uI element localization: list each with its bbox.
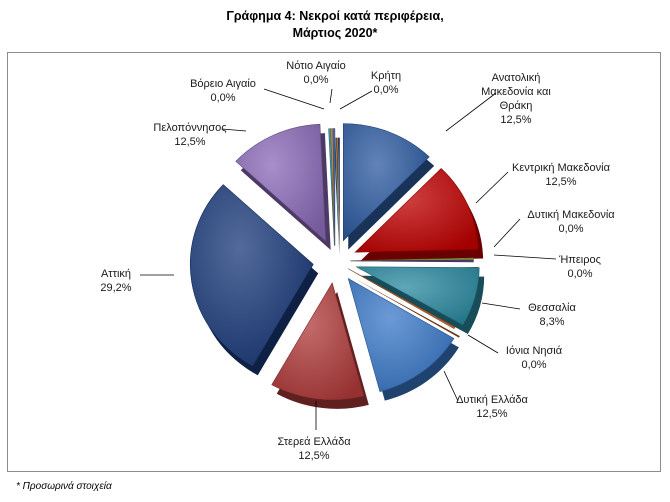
data-label-name: Αττική <box>101 268 131 280</box>
pie-slice-top-10 <box>235 123 327 242</box>
data-label-name: Βόρειο Αιγαίο <box>190 78 256 90</box>
data-label-value: 12,5% <box>476 408 507 420</box>
data-label-name: Θεσσαλία <box>528 302 576 314</box>
pie-slice-9 <box>190 184 319 376</box>
pie-slice-side-12 <box>335 137 340 255</box>
data-label-name: Ήπειρος <box>558 254 601 266</box>
leader-line-6 <box>467 334 499 354</box>
pie-slice-side-13 <box>337 137 340 255</box>
data-label-2: Κεντρική Μακεδονία 12,5% <box>512 162 611 188</box>
pie-slice-2 <box>354 168 484 262</box>
pie-slice-7 <box>347 277 459 401</box>
leader-line-5 <box>481 302 521 310</box>
pie-slice-5 <box>356 266 485 335</box>
data-label-11: Βόρειο Αιγαίο 0,0% <box>190 78 256 104</box>
pie-slice-top-13 <box>332 128 336 246</box>
data-label-1: Ανατολική Μακεδονία και Θράκη 12,5% <box>481 72 551 126</box>
data-label-value: 0,0% <box>567 268 592 280</box>
data-label-name: Νότιο Αιγαίο <box>286 60 345 72</box>
data-label-4: Ήπειρος 0,0% <box>558 254 601 280</box>
data-label-name: Στερεά Ελλάδα <box>277 436 351 448</box>
leader-line-4 <box>493 254 557 260</box>
data-label-9: Αττική 29,2% <box>100 268 131 294</box>
data-label-value: 12,5% <box>500 114 531 126</box>
data-label-value: 0,0% <box>210 92 235 104</box>
leader-line-3 <box>493 218 521 248</box>
data-label-value: 0,0% <box>521 359 546 371</box>
data-label-6: Ιόνια Νησιά 0,0% <box>506 345 563 371</box>
data-label-3: Δυτική Μακεδονία 0,0% <box>527 209 615 235</box>
pie-slice-top-7 <box>347 277 455 392</box>
data-label-name: Θράκη <box>500 100 533 112</box>
pie-slice-top-1 <box>342 123 430 242</box>
data-label-name: Κεντρική Μακεδονία <box>512 162 611 174</box>
pie-slice-10 <box>235 123 331 251</box>
pie-slice-top-6 <box>348 268 456 330</box>
leader-line-1 <box>445 92 497 132</box>
data-label-5: Θεσσαλία 8,3% <box>528 302 576 328</box>
data-label-name: Ιόνια Νησιά <box>506 345 563 357</box>
data-label-value: 8,3% <box>539 316 564 328</box>
data-label-value: 0,0% <box>373 84 398 96</box>
data-label-name: Ανατολική <box>492 72 541 84</box>
data-label-7: Δυτική Ελλάδα 12,5% <box>456 394 528 420</box>
leader-line-2 <box>475 171 509 204</box>
data-label-10: Πελοπόννησος 12,5% <box>153 122 226 148</box>
footnote: * Προσωρινά στοιχεία <box>16 481 112 492</box>
leader-line-13 <box>339 90 373 110</box>
data-label-8: Στερεά Ελλάδα 12,5% <box>277 436 351 462</box>
data-label-name: Κρήτη <box>371 70 401 82</box>
data-label-12: Νότιο Αιγαίο 0,0% <box>286 60 345 86</box>
pie-slice-top-2 <box>354 168 479 253</box>
chart-area: Ανατολική Μακεδονία και Θράκη 12,5% Κεντρική… <box>7 52 661 472</box>
chart-title: Γράφημα 4: Νεκροί κατά περιφέρεια, Μάρτι… <box>0 8 670 42</box>
data-label-name: Πελοπόννησος <box>153 122 226 134</box>
pie-slice-top-8 <box>271 282 365 401</box>
leader-line-7 <box>443 370 459 402</box>
data-label-name: Δυτική Μακεδονία <box>527 209 615 221</box>
pie-slice-1 <box>342 123 435 250</box>
pie-slice-13 <box>332 128 340 255</box>
data-label-name: Μακεδονία και <box>481 86 551 98</box>
pie-slice-6 <box>348 268 460 338</box>
leader-line-12 <box>329 88 333 104</box>
data-label-13: Κρήτη 0,0% <box>371 70 401 96</box>
pie-slice-top-9 <box>190 184 314 367</box>
pie-slice-top-4 <box>350 259 474 263</box>
data-label-name: Δυτική Ελλάδα <box>456 394 528 406</box>
pie-slice-top-5 <box>356 266 480 326</box>
data-label-value: 12,5% <box>174 136 205 148</box>
chart-title-line2: Μάρτιος 2020* <box>292 26 378 40</box>
chart-title-line1: Γράφημα 4: Νεκροί κατά περιφέρεια, <box>226 9 444 23</box>
data-label-value: 0,0% <box>558 223 583 235</box>
data-label-value: 29,2% <box>100 282 131 294</box>
data-label-value: 12,5% <box>545 176 576 188</box>
pie-slice-8 <box>271 282 369 409</box>
data-label-value: 12,5% <box>298 450 329 462</box>
pie-chart: Ανατολική Μακεδονία και Θράκη 12,5%Κεντρική… <box>100 60 615 462</box>
data-label-value: 0,0% <box>303 74 328 86</box>
pie-slice-side-6 <box>353 277 460 338</box>
leader-line-10 <box>221 128 247 132</box>
leader-line-11 <box>263 88 325 110</box>
